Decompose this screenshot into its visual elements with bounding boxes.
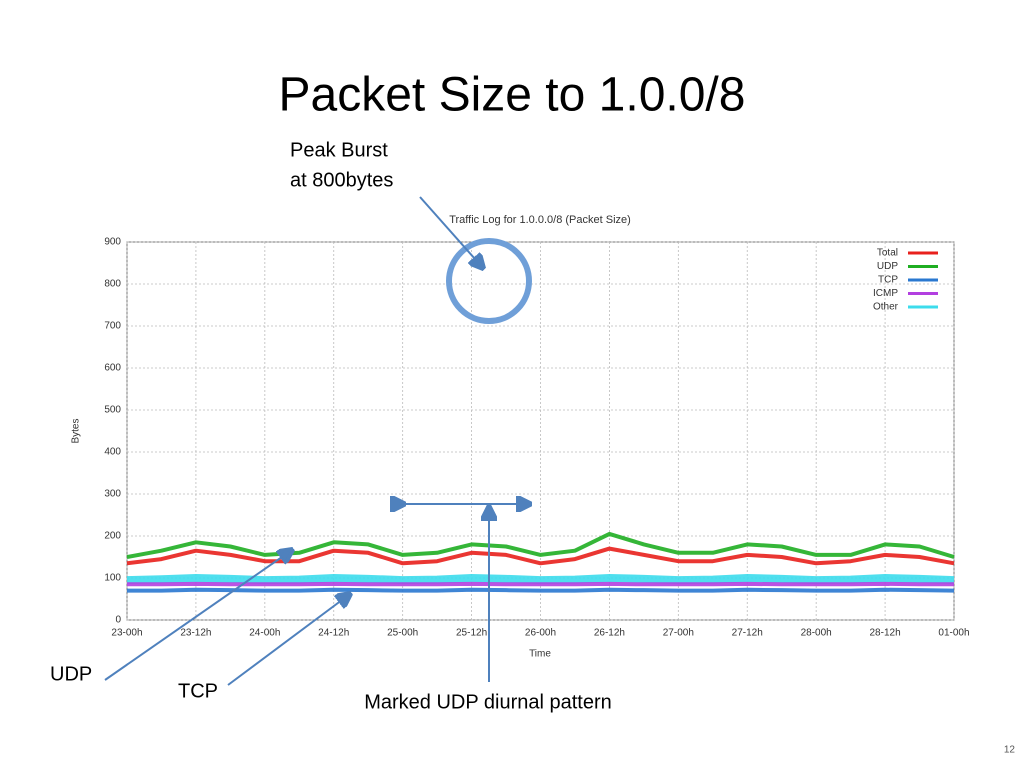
annotation: TCP bbox=[178, 680, 218, 702]
arrow bbox=[227, 594, 350, 686]
y-tick-label: 800 bbox=[104, 279, 121, 290]
annotation: UDP bbox=[50, 663, 92, 685]
y-tick-label: 200 bbox=[104, 531, 121, 542]
x-tick-label: 25-00h bbox=[387, 628, 418, 639]
x-tick-label: 26-12h bbox=[594, 628, 625, 639]
annotation: at 800bytes bbox=[290, 169, 393, 191]
series-line bbox=[126, 531, 955, 559]
y-tick-label: 500 bbox=[104, 405, 121, 416]
arrow bbox=[419, 196, 483, 268]
y-tick-label: 600 bbox=[104, 363, 121, 374]
x-axis-label: Time bbox=[529, 649, 551, 660]
annotations: Peak Burst at 800bytes UDP TCP Marked UDP di… bbox=[50, 139, 612, 713]
x-tick-label: 27-12h bbox=[732, 628, 763, 639]
series-line bbox=[127, 587, 955, 593]
y-tick-label: 100 bbox=[104, 573, 121, 584]
y-tick-label: 900 bbox=[104, 237, 121, 248]
series-line bbox=[126, 574, 955, 585]
x-tick-label: 25-12h bbox=[456, 628, 487, 639]
x-tick-label: 24-00h bbox=[249, 628, 280, 639]
x-tick-label: 28-12h bbox=[870, 628, 901, 639]
legend-label: Total bbox=[877, 248, 898, 259]
x-tick-label: 23-12h bbox=[180, 628, 211, 639]
y-tick-label: 700 bbox=[104, 321, 121, 332]
highlight-circle bbox=[446, 238, 532, 324]
chart-title: Traffic Log for 1.0.0.0/8 (Packet Size) bbox=[449, 214, 631, 226]
annotation-arrows bbox=[104, 196, 532, 686]
y-tick-label: 0 bbox=[115, 615, 121, 626]
x-tick-label: 01-00h bbox=[938, 628, 969, 639]
y-tick-label: 300 bbox=[104, 489, 121, 500]
x-tick-label: 24-12h bbox=[318, 628, 349, 639]
legend-label: TCP bbox=[878, 275, 898, 286]
arrow bbox=[104, 550, 292, 681]
x-tick-label: 28-00h bbox=[801, 628, 832, 639]
y-tick-label: 400 bbox=[104, 447, 121, 458]
x-tick-label: 23-00h bbox=[111, 628, 142, 639]
x-tick-label: 26-00h bbox=[525, 628, 556, 639]
annotation: Peak Burst bbox=[290, 139, 388, 161]
series-line bbox=[126, 546, 955, 566]
legend-label: ICMP bbox=[873, 288, 898, 299]
y-axis-label: Bytes bbox=[71, 418, 82, 443]
x-tick-label: 27-00h bbox=[663, 628, 694, 639]
page-number: 12 bbox=[1004, 745, 1016, 756]
plot: 0 100 200 300 400 500 600 700 800 900 23-00h 23-12h… bbox=[104, 237, 969, 639]
slide-title: Packet Size to 1.0.0/8 bbox=[279, 69, 746, 122]
legend-label: Other bbox=[873, 302, 899, 313]
legend-label: UDP bbox=[877, 261, 898, 272]
annotation: Marked UDP diurnal pattern bbox=[364, 691, 612, 713]
